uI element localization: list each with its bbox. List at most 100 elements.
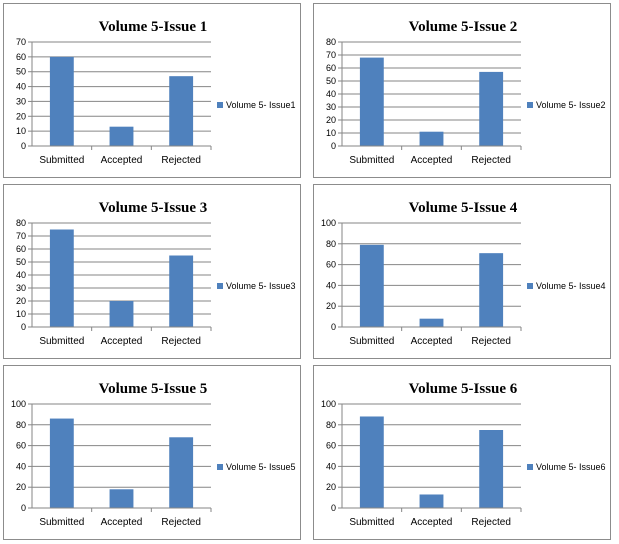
x-category-label: Accepted xyxy=(101,517,143,528)
y-tick-label: 60 xyxy=(16,441,26,451)
legend-swatch xyxy=(217,464,223,470)
chart-title: Volume 5-Issue 6 xyxy=(409,381,518,397)
x-category-label: Accepted xyxy=(411,517,453,528)
y-tick-label: 0 xyxy=(21,141,26,151)
y-tick-label: 40 xyxy=(16,82,26,92)
y-tick-label: 50 xyxy=(16,257,26,267)
y-tick-label: 0 xyxy=(21,322,26,332)
y-tick-label: 20 xyxy=(16,111,26,121)
chart-title: Volume 5-Issue 4 xyxy=(409,200,518,216)
bar xyxy=(109,489,134,508)
chart-panel-5: Volume 5-Issue 5 0 20 40 60 80 100 Submitted Acc… xyxy=(3,365,301,540)
chart-title: Volume 5-Issue 2 xyxy=(409,19,518,35)
chart-panel-2: Volume 5-Issue 2 0 10 20 30 40 50 60 70 80 Submitt… xyxy=(313,3,611,178)
y-tick-label: 20 xyxy=(326,115,336,125)
y-tick-label: 30 xyxy=(16,283,26,293)
legend-label: Volume 5- Issue1 xyxy=(226,100,296,110)
x-category-label: Rejected xyxy=(471,336,510,347)
y-tick-label: 70 xyxy=(16,231,26,241)
y-tick-label: 80 xyxy=(326,420,336,430)
bar xyxy=(109,301,134,327)
y-tick-label: 20 xyxy=(326,482,336,492)
y-tick-label: 40 xyxy=(16,270,26,280)
y-tick-label: 100 xyxy=(321,218,336,228)
y-tick-label: 80 xyxy=(16,218,26,228)
y-tick-label: 0 xyxy=(331,322,336,332)
chart-panel-4: Volume 5-Issue 4 0 20 40 60 80 100 Submitted Acc… xyxy=(313,184,611,359)
bar xyxy=(479,430,504,508)
y-tick-label: 20 xyxy=(16,296,26,306)
legend-swatch xyxy=(527,464,533,470)
chart-panel-1: Volume 5-Issue 1 0 10 20 30 40 50 60 70 Submitted… xyxy=(3,3,301,178)
legend-swatch xyxy=(217,283,223,289)
y-tick-label: 60 xyxy=(16,52,26,62)
bar xyxy=(479,253,504,327)
bar xyxy=(169,255,194,327)
y-tick-label: 30 xyxy=(326,102,336,112)
chart-title: Volume 5-Issue 5 xyxy=(99,381,208,397)
x-category-label: Rejected xyxy=(161,336,200,347)
legend-swatch xyxy=(527,102,533,108)
chart-title: Volume 5-Issue 3 xyxy=(99,200,208,216)
bar xyxy=(359,416,384,508)
legend-label: Volume 5- Issue3 xyxy=(226,281,296,291)
x-category-label: Rejected xyxy=(471,155,510,166)
y-tick-label: 70 xyxy=(326,50,336,60)
y-tick-label: 0 xyxy=(331,141,336,151)
bar xyxy=(419,318,444,327)
y-tick-label: 10 xyxy=(326,128,336,138)
y-tick-label: 60 xyxy=(326,260,336,270)
y-tick-label: 0 xyxy=(331,503,336,513)
y-tick-label: 40 xyxy=(326,461,336,471)
x-category-label: Rejected xyxy=(161,517,200,528)
y-tick-label: 80 xyxy=(326,239,336,249)
y-tick-label: 60 xyxy=(326,63,336,73)
y-tick-label: 10 xyxy=(16,126,26,136)
legend-label: Volume 5- Issue5 xyxy=(226,462,296,472)
x-category-label: Submitted xyxy=(349,336,394,347)
y-tick-label: 20 xyxy=(326,301,336,311)
bar xyxy=(359,244,384,327)
y-tick-label: 40 xyxy=(16,461,26,471)
bar xyxy=(109,126,134,146)
y-tick-label: 40 xyxy=(326,280,336,290)
legend-label: Volume 5- Issue6 xyxy=(536,462,606,472)
chart-title: Volume 5-Issue 1 xyxy=(99,19,208,35)
x-category-label: Accepted xyxy=(101,155,143,166)
chart-panel-6: Volume 5-Issue 6 0 20 40 60 80 100 Submitted Acc… xyxy=(313,365,611,540)
bar xyxy=(169,437,194,508)
legend-swatch xyxy=(217,102,223,108)
y-tick-label: 80 xyxy=(326,37,336,47)
x-category-label: Accepted xyxy=(101,336,143,347)
x-category-label: Rejected xyxy=(161,155,200,166)
chart-3: Volume 5-Issue 3 0 10 20 30 40 50 60 70 80 Submitt… xyxy=(16,200,296,347)
chart-5: Volume 5-Issue 5 0 20 40 60 80 100 Submitted Acc… xyxy=(11,381,296,528)
y-tick-label: 40 xyxy=(326,89,336,99)
chart-1: Volume 5-Issue 1 0 10 20 30 40 50 60 70 Submitted… xyxy=(16,19,296,166)
bar xyxy=(359,57,384,146)
y-tick-label: 50 xyxy=(326,76,336,86)
bar xyxy=(49,418,74,508)
chart-4: Volume 5-Issue 4 0 20 40 60 80 100 Submitted Acc… xyxy=(321,200,606,347)
x-category-label: Submitted xyxy=(39,336,84,347)
y-tick-label: 60 xyxy=(16,244,26,254)
y-tick-label: 50 xyxy=(16,67,26,77)
chart-panel-3: Volume 5-Issue 3 0 10 20 30 40 50 60 70 80 Submitt… xyxy=(3,184,301,359)
x-category-label: Submitted xyxy=(39,517,84,528)
y-tick-label: 20 xyxy=(16,482,26,492)
y-tick-label: 60 xyxy=(326,441,336,451)
legend-label: Volume 5- Issue2 xyxy=(536,100,606,110)
y-tick-label: 100 xyxy=(321,399,336,409)
bar xyxy=(479,71,504,146)
chart-6: Volume 5-Issue 6 0 20 40 60 80 100 Submitted Acc… xyxy=(321,381,606,528)
x-category-label: Submitted xyxy=(349,155,394,166)
bar xyxy=(419,131,444,146)
y-tick-label: 70 xyxy=(16,37,26,47)
chart-2: Volume 5-Issue 2 0 10 20 30 40 50 60 70 80 Submitt… xyxy=(326,19,606,166)
x-category-label: Rejected xyxy=(471,517,510,528)
x-category-label: Submitted xyxy=(349,517,394,528)
bar xyxy=(49,229,74,327)
x-category-label: Accepted xyxy=(411,155,453,166)
y-tick-label: 80 xyxy=(16,420,26,430)
bar xyxy=(169,76,194,146)
